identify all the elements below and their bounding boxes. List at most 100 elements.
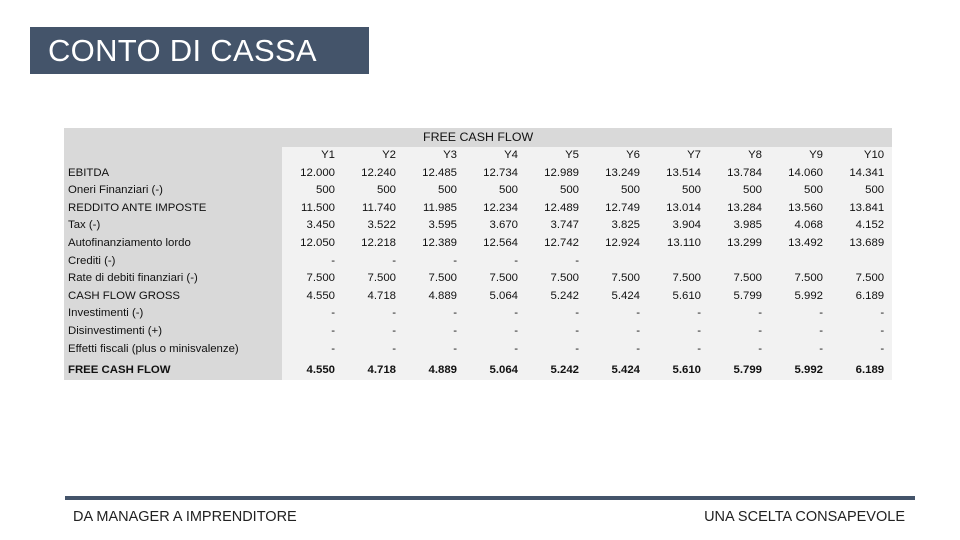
table-cell: 13.284 xyxy=(709,199,770,218)
table-cell: 500 xyxy=(587,182,648,200)
table-row: EBITDA 12.000 12.240 12.485 12.734 12.989 13.2… xyxy=(64,164,893,183)
table-cell: 12.989 xyxy=(526,164,587,183)
slide-title: CONTO DI CASSA xyxy=(30,27,369,74)
table-cell: 12.564 xyxy=(465,234,526,253)
table-cell: 500 xyxy=(404,182,465,200)
table-row: Disinvestimenti (+) - - - - - - - - - - xyxy=(64,322,893,341)
table-cell: 5.424 xyxy=(587,287,648,306)
spacer-cell xyxy=(770,358,831,363)
year-header-cell: Y9 xyxy=(770,147,831,165)
table-cell: 7.500 xyxy=(709,270,770,288)
row-label: Effetti fiscali (plus o minisvalenze) xyxy=(64,340,282,359)
row-label: Disinvestimenti (+) xyxy=(64,322,282,341)
table-cell: 7.500 xyxy=(587,270,648,288)
table-cell: - xyxy=(343,322,404,341)
table-row: Crediti (-) - - - - - xyxy=(64,252,893,271)
table-cell: 12.734 xyxy=(465,164,526,183)
table-cell: 12.218 xyxy=(343,234,404,253)
table-cell: - xyxy=(404,252,465,271)
cash-flow-table-container: FREE CASH FLOW Y1 Y2 Y3 Y4 Y5 Y6 Y7 Y8 Y9 Y10 EBI… xyxy=(64,128,893,380)
table-cell: 12.485 xyxy=(404,164,465,183)
footer-right-text: UNA SCELTA CONSAPEVOLE xyxy=(704,509,905,525)
table-cell: - xyxy=(526,322,587,341)
table-cell: - xyxy=(404,305,465,323)
table-cell: 5.242 xyxy=(526,362,587,380)
table-cell: 3.450 xyxy=(282,217,343,235)
spacer-cell xyxy=(64,358,282,363)
table-cell: 11.985 xyxy=(404,199,465,218)
table-row: CASH FLOW GROSS 4.550 4.718 4.889 5.064 5.242… xyxy=(64,287,893,306)
table-cell xyxy=(709,252,770,271)
row-label: FREE CASH FLOW xyxy=(64,362,282,380)
table-row: Tax (-) 3.450 3.522 3.595 3.670 3.747 3.825 3.9… xyxy=(64,217,893,235)
table-cell: 4.550 xyxy=(282,287,343,306)
row-label: Investimenti (-) xyxy=(64,305,282,323)
table-cell: 7.500 xyxy=(526,270,587,288)
table-cell: - xyxy=(831,322,893,341)
table-row: REDDITO ANTE IMPOSTE 11.500 11.740 11.985 12… xyxy=(64,199,893,218)
table-cell: 500 xyxy=(648,182,709,200)
table-cell: 7.500 xyxy=(404,270,465,288)
table-cell: - xyxy=(709,340,770,359)
footer-left-text: DA MANAGER A IMPRENDITORE xyxy=(73,509,297,525)
table-cell: 13.110 xyxy=(648,234,709,253)
table-cell: 4.718 xyxy=(343,287,404,306)
table-cell: - xyxy=(465,252,526,271)
table-cell: - xyxy=(465,305,526,323)
table-cell: 3.522 xyxy=(343,217,404,235)
table-cell: 12.924 xyxy=(587,234,648,253)
table-row: Oneri Finanziari (-) 500 500 500 500 500 500 50… xyxy=(64,182,893,200)
table-cell: 12.749 xyxy=(587,199,648,218)
year-header-cell: Y1 xyxy=(282,147,343,165)
table-cell: 12.240 xyxy=(343,164,404,183)
table-cell: 500 xyxy=(831,182,893,200)
table-row: Rate di debiti finanziari (-) 7.500 7.500 7… xyxy=(64,270,893,288)
table-cell xyxy=(587,252,648,271)
row-label: Tax (-) xyxy=(64,217,282,235)
table-cell: 7.500 xyxy=(770,270,831,288)
table-cell: 7.500 xyxy=(343,270,404,288)
table-cell: 5.064 xyxy=(465,362,526,380)
table-cell: 13.014 xyxy=(648,199,709,218)
spacer-cell xyxy=(648,358,709,363)
table-cell: 12.000 xyxy=(282,164,343,183)
table-cell: - xyxy=(404,340,465,359)
table-cell: 11.500 xyxy=(282,199,343,218)
table-cell: 13.560 xyxy=(770,199,831,218)
table-cell: - xyxy=(465,322,526,341)
table-cell: 4.550 xyxy=(282,362,343,380)
table-cell: 4.152 xyxy=(831,217,893,235)
table-cell: 14.341 xyxy=(831,164,893,183)
spacer-cell xyxy=(526,358,587,363)
table-cell: 3.747 xyxy=(526,217,587,235)
table-cell: 3.825 xyxy=(587,217,648,235)
table-cell xyxy=(648,252,709,271)
table-row: Investimenti (-) - - - - - - - - - - xyxy=(64,305,893,323)
table-cell: - xyxy=(648,305,709,323)
spacer-cell xyxy=(709,358,770,363)
table-cell: 5.610 xyxy=(648,362,709,380)
table-cell: 500 xyxy=(282,182,343,200)
spacer-cell xyxy=(831,358,893,363)
table-cell: 7.500 xyxy=(831,270,893,288)
table-cell: 500 xyxy=(526,182,587,200)
table-cell: 7.500 xyxy=(465,270,526,288)
table-cell xyxy=(770,252,831,271)
table-cell: - xyxy=(526,252,587,271)
table-cell: - xyxy=(282,305,343,323)
table-cell: 5.799 xyxy=(709,287,770,306)
spacer-cell xyxy=(587,358,648,363)
spacer-row xyxy=(64,358,893,363)
year-header-blank xyxy=(64,147,282,165)
row-label: Oneri Finanziari (-) xyxy=(64,182,282,200)
table-cell: - xyxy=(587,340,648,359)
table-cell: - xyxy=(282,252,343,271)
year-header-cell: Y5 xyxy=(526,147,587,165)
table-cell: - xyxy=(770,340,831,359)
table-cell: - xyxy=(587,305,648,323)
table-cell: 3.670 xyxy=(465,217,526,235)
table-cell: 12.234 xyxy=(465,199,526,218)
table-cell: - xyxy=(343,305,404,323)
table-cell: - xyxy=(404,322,465,341)
table-cell: 500 xyxy=(709,182,770,200)
